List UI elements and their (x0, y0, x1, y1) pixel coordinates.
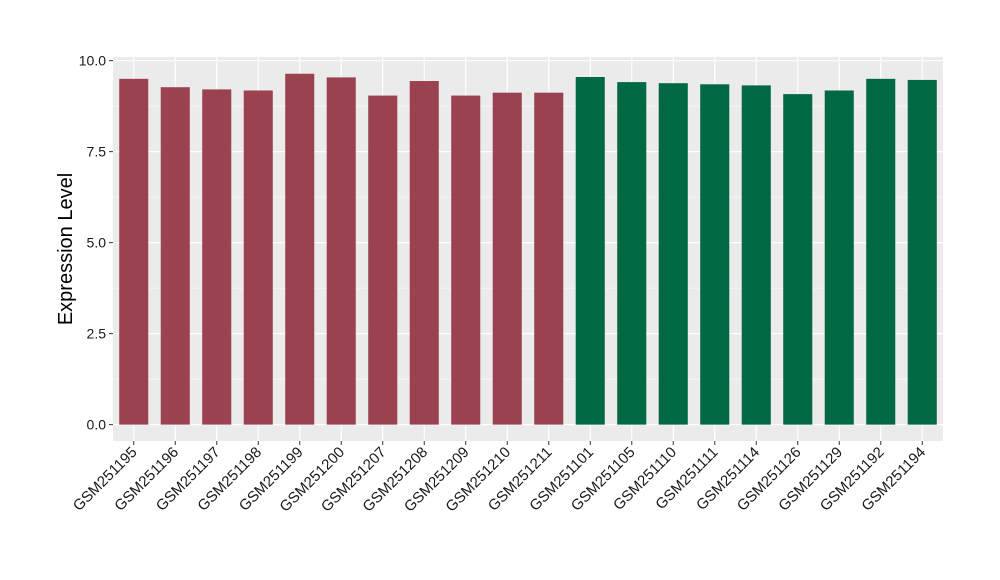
bar-GSM251114 (741, 85, 771, 425)
bar-GSM251195 (119, 78, 149, 425)
y-tick-label: 0.0 (87, 417, 107, 433)
bar-GSM251198 (243, 90, 273, 425)
x-axis: GSM251195GSM251196GSM251197GSM251198GSM2… (70, 441, 929, 515)
y-axis-title: Expression Level (55, 173, 77, 325)
bar-GSM251209 (451, 95, 481, 425)
bar-GSM251197 (202, 89, 232, 425)
y-tick-label: 2.5 (87, 326, 107, 342)
bar-GSM251105 (617, 82, 647, 425)
y-axis: 0.0 2.5 5.0 7.5 10.0 (79, 53, 113, 433)
bars (119, 73, 937, 425)
bar-GSM251210 (492, 92, 522, 425)
bar-GSM251110 (658, 83, 688, 425)
y-tick-label: 10.0 (79, 53, 106, 69)
plot-panel (113, 57, 943, 441)
bar-GSM251129 (824, 90, 854, 425)
bar-GSM251192 (866, 78, 896, 425)
bar-GSM251208 (409, 81, 439, 425)
bar-GSM251199 (285, 73, 315, 425)
bar-GSM251207 (368, 95, 398, 425)
bar-GSM251111 (700, 84, 730, 425)
bar-GSM251196 (160, 87, 190, 425)
bar-GSM251101 (575, 77, 605, 425)
bar-GSM251126 (783, 94, 813, 425)
bar-GSM251194 (907, 79, 937, 425)
bar-GSM251211 (534, 92, 564, 425)
y-tick-label: 5.0 (87, 235, 107, 251)
bar-GSM251200 (326, 77, 356, 425)
y-tick-label: 7.5 (87, 144, 107, 160)
